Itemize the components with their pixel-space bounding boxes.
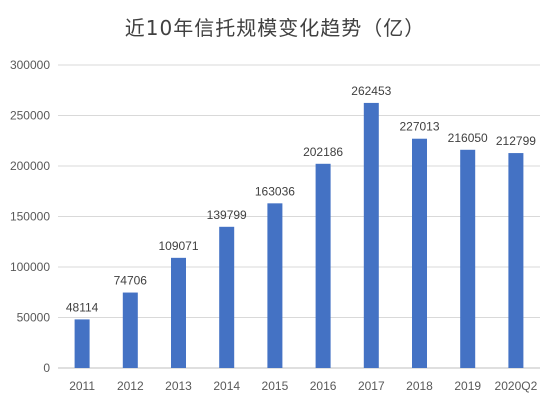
data-label: 227013	[399, 120, 439, 134]
bar-2011	[74, 319, 90, 368]
data-label: 202186	[303, 145, 343, 159]
bar-2014	[219, 226, 235, 368]
y-tick-label: 50000	[17, 311, 51, 325]
y-tick-label: 0	[43, 361, 50, 375]
bar-2017	[363, 102, 379, 368]
data-label: 74706	[114, 274, 148, 288]
data-label: 48114	[66, 300, 99, 314]
data-label: 262453	[351, 84, 391, 98]
x-tick-label: 2011	[69, 379, 95, 393]
data-label: 163036	[255, 184, 295, 198]
x-tick-label: 2019	[454, 379, 481, 393]
data-label: 109071	[158, 239, 198, 253]
chart-title: 近10年信托规模变化趋势（亿）	[124, 16, 426, 40]
bar-2013	[171, 257, 186, 368]
x-tick-label: 2020Q2	[495, 379, 538, 393]
x-tick-label: 2017	[358, 379, 385, 393]
x-tick-label: 2012	[117, 379, 144, 393]
y-tick-label: 300000	[10, 58, 50, 72]
bar-2019	[460, 149, 476, 368]
x-tick-label: 2013	[165, 379, 192, 393]
bar-2016	[315, 163, 331, 368]
bar-2012	[122, 292, 138, 368]
data-label: 216050	[448, 131, 488, 145]
x-tick-label: 2018	[406, 379, 433, 393]
y-tick-label: 200000	[10, 159, 50, 173]
bar-2018	[412, 138, 427, 368]
x-tick-label: 2015	[262, 379, 289, 393]
data-label: 212799	[496, 134, 536, 148]
bar-2020Q2	[508, 153, 524, 368]
bar-2015	[267, 203, 283, 368]
y-tick-label: 150000	[10, 210, 50, 224]
x-tick-label: 2016	[310, 379, 337, 393]
data-label: 139799	[207, 208, 247, 222]
x-tick-label: 2014	[213, 379, 240, 393]
y-tick-label: 250000	[10, 109, 50, 123]
y-tick-label: 100000	[10, 260, 50, 274]
